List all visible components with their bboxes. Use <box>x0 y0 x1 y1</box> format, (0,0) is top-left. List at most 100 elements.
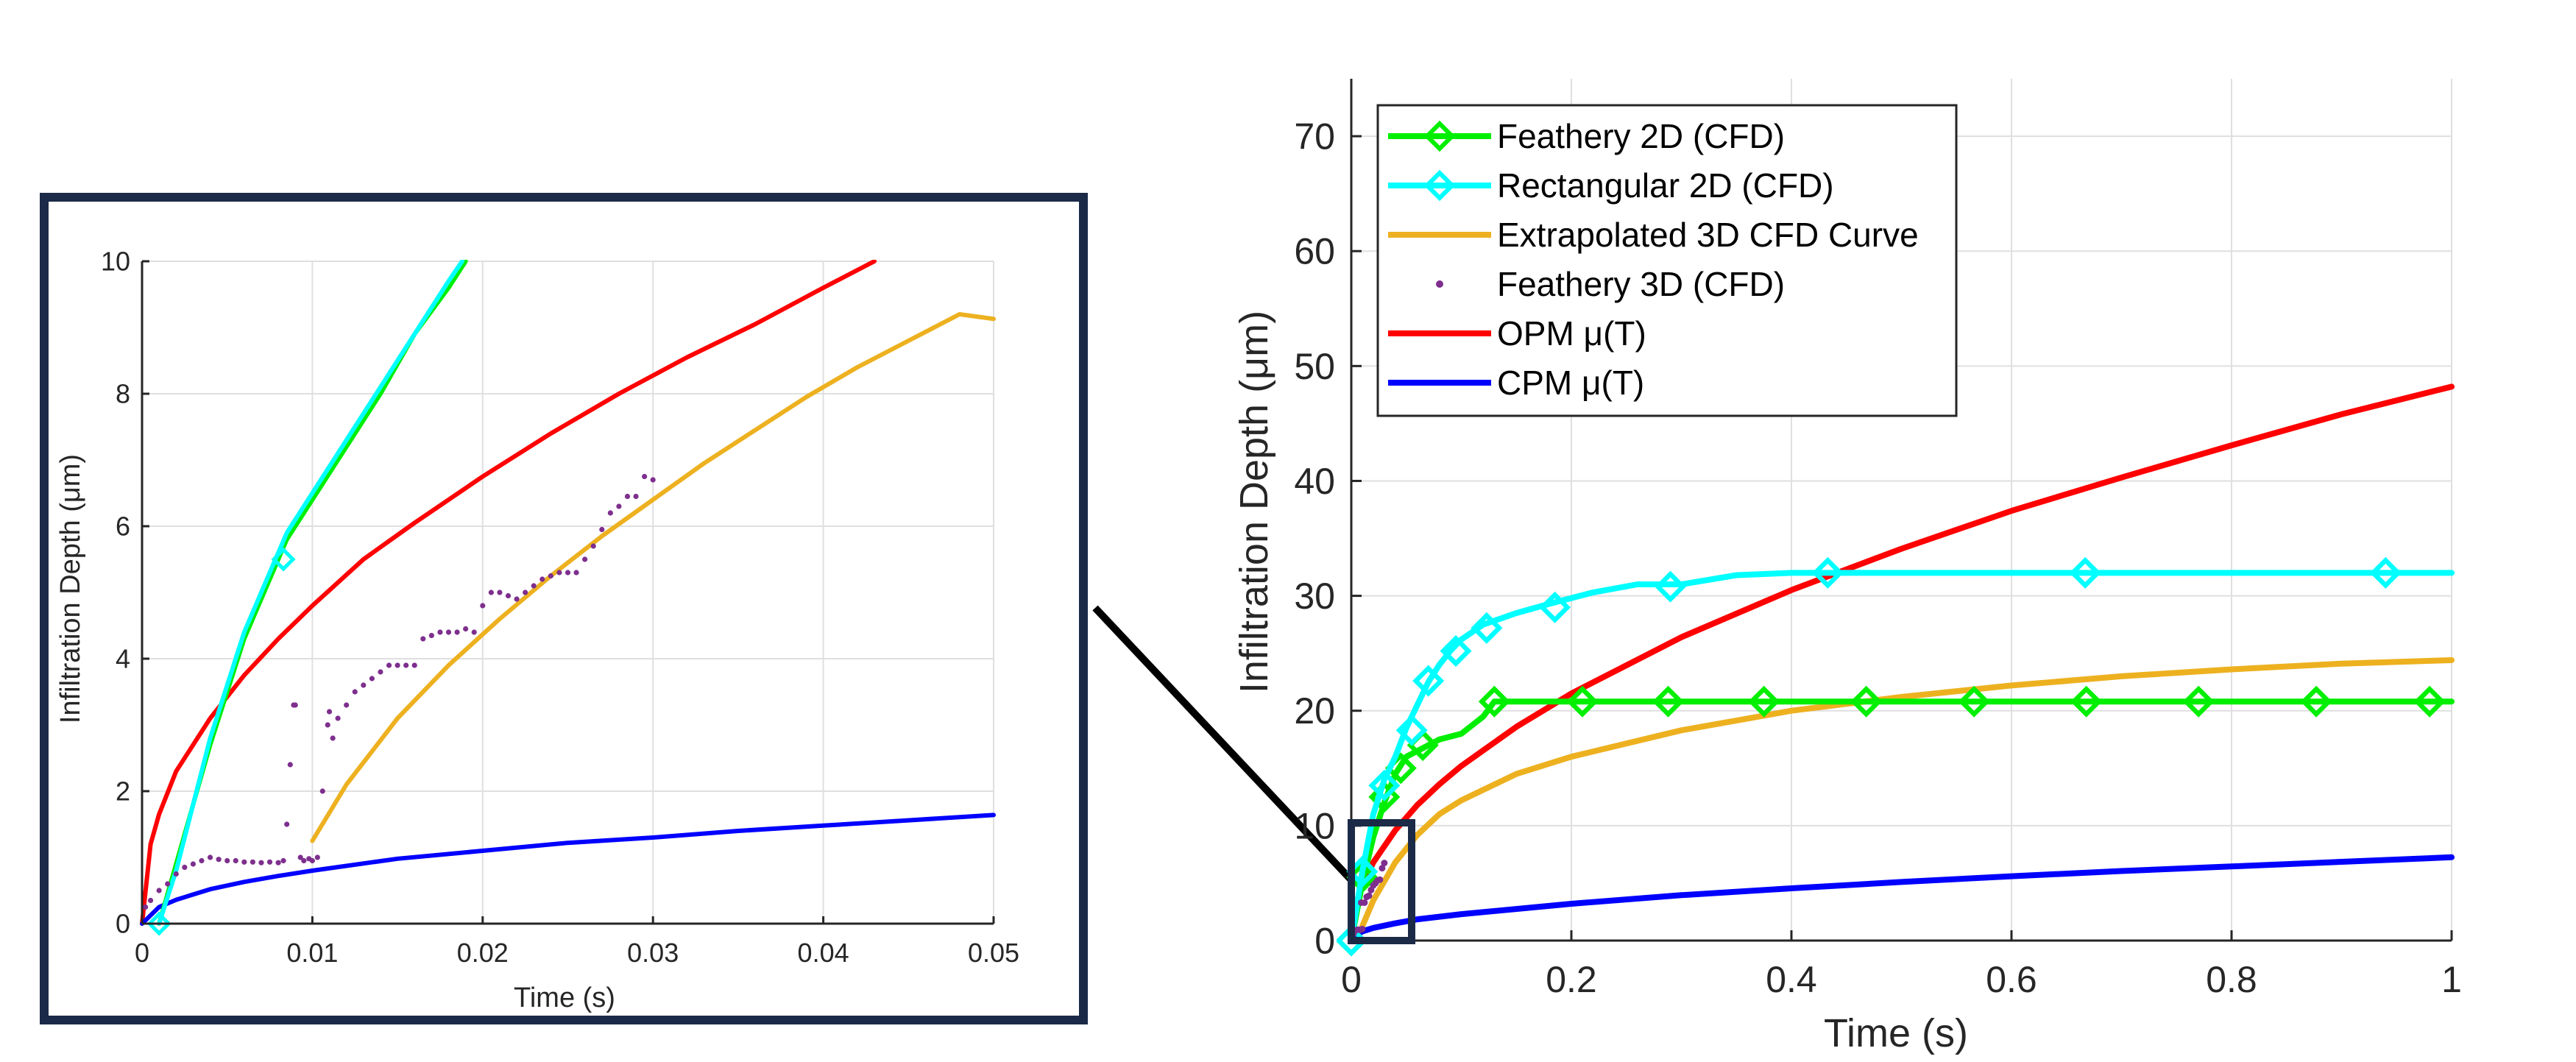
main-marker-rectangular-2d-cfd <box>2069 556 2101 589</box>
legend-label: CPM μ(T) <box>1497 364 1644 402</box>
main-x-tick-label: 0 <box>1341 959 1362 1000</box>
legend-entry: Feathery 3D (CFD) <box>1436 265 1785 303</box>
legend-label: Feathery 2D (CFD) <box>1497 117 1785 155</box>
legend-entry: CPM μ(T) <box>1388 364 1644 402</box>
legend-swatch-marker <box>1423 169 1456 202</box>
legend-swatch <box>1436 280 1443 288</box>
inset-point-feathery-3d-cfd <box>250 859 256 865</box>
inset-point-feathery-3d-cfd <box>642 473 648 480</box>
inset-point-feathery-3d-cfd <box>624 493 631 500</box>
inset-point-feathery-3d-cfd <box>590 543 596 549</box>
main-y-tick-label: 50 <box>1294 346 1335 387</box>
legend-entry: OPM μ(T) <box>1388 314 1646 353</box>
main-marker-rectangular-2d-cfd <box>1440 635 1472 668</box>
inset-point-feathery-3d-cfd <box>411 662 417 668</box>
inset-point-feathery-3d-cfd <box>352 689 358 695</box>
main-marker-rectangular-2d-cfd <box>1471 612 1503 644</box>
main-y-tick-label: 70 <box>1294 116 1335 157</box>
inset-x-tick-label: 0.04 <box>798 938 849 968</box>
inset-point-feathery-3d-cfd <box>258 860 264 865</box>
inset-point-feathery-3d-cfd <box>156 888 162 893</box>
inset-point-feathery-3d-cfd <box>394 662 400 668</box>
inset-point-feathery-3d-cfd <box>280 857 286 864</box>
inset-point-feathery-3d-cfd <box>207 854 213 860</box>
inset-x-tick-label: 0 <box>135 938 149 968</box>
main-marker-rectangular-2d-cfd <box>1368 769 1401 801</box>
inset-y-tick-label: 8 <box>116 379 130 409</box>
inset-x-tick-label: 0.05 <box>968 938 1019 968</box>
main-marker-rectangular-2d-cfd <box>1412 665 1445 697</box>
inset-y-tick-label: 10 <box>101 247 130 277</box>
inset-point-feathery-3d-cfd <box>275 860 281 865</box>
inset-point-feathery-3d-cfd <box>292 702 298 708</box>
inset-point-feathery-3d-cfd <box>403 662 409 668</box>
main-y-tick-label: 40 <box>1294 461 1335 502</box>
main-x-tick-label: 0.8 <box>2206 959 2257 1000</box>
inset-point-feathery-3d-cfd <box>325 722 330 728</box>
inset-point-feathery-3d-cfd <box>463 626 469 632</box>
inset-point-feathery-3d-cfd <box>599 526 605 533</box>
inset-point-feathery-3d-cfd <box>650 477 656 483</box>
main-line-rectangular-2d-cfd <box>1348 570 2455 944</box>
inset-point-feathery-3d-cfd <box>616 503 622 509</box>
inset-line-rectangular-2d-cfd <box>157 260 464 926</box>
inset-point-feathery-3d-cfd <box>319 788 325 794</box>
main-marker-feathery-2d-cfd <box>1850 685 1883 718</box>
main-point-feathery-3d-cfd <box>1381 860 1388 867</box>
main-marker-feathery-2d-cfd <box>1652 685 1685 718</box>
main-y-tick-label: 20 <box>1294 690 1335 732</box>
inset-point-feathery-3d-cfd <box>326 709 333 715</box>
inset-y-tick-label: 2 <box>116 776 130 807</box>
inset-point-feathery-3d-cfd <box>454 629 460 635</box>
inset-point-feathery-3d-cfd <box>335 715 341 721</box>
main-point-feathery-3d-cfd <box>1376 876 1384 883</box>
inset-y-tick-label: 4 <box>116 644 130 674</box>
inset-point-feathery-3d-cfd <box>314 854 320 860</box>
inset-axes: 0 0.01 0.02 0.03 0.04 0.05 0 2 4 6 8 10 <box>101 247 1019 968</box>
inset-point-feathery-3d-cfd <box>556 570 562 576</box>
inset-point-feathery-3d-cfd <box>565 570 571 576</box>
inset-x-tick-label: 0.01 <box>286 938 338 968</box>
inset-point-feathery-3d-cfd <box>143 904 149 910</box>
inset-point-feathery-3d-cfd <box>488 590 494 595</box>
legend-label: Extrapolated 3D CFD Curve <box>1497 216 1919 254</box>
inset-point-feathery-3d-cfd <box>548 573 553 579</box>
inset-x-axis-label: Time (s) <box>514 983 615 1013</box>
main-marker-feathery-2d-cfd <box>2182 685 2215 718</box>
inset-point-feathery-3d-cfd <box>471 629 477 635</box>
inset-point-feathery-3d-cfd <box>287 762 293 768</box>
inset-grid <box>141 261 994 924</box>
inset-point-feathery-3d-cfd <box>266 859 273 865</box>
inset-point-feathery-3d-cfd <box>369 676 375 682</box>
inset-point-feathery-3d-cfd <box>216 857 222 863</box>
main-y-tick-label: 0 <box>1314 921 1335 962</box>
legend-label: OPM μ(T) <box>1497 314 1646 353</box>
main-x-tick-label: 0.2 <box>1546 959 1597 1000</box>
inset-point-feathery-3d-cfd <box>165 881 171 887</box>
inset-point-feathery-3d-cfd <box>480 603 486 609</box>
main-point-feathery-3d-cfd <box>1379 865 1386 872</box>
main-point-feathery-3d-cfd <box>1361 899 1368 906</box>
inset-point-feathery-3d-cfd <box>607 510 613 516</box>
legend-entry: Feathery 2D (CFD) <box>1388 117 1785 155</box>
inset-line-cpm-t <box>140 813 996 926</box>
main-y-axis-label: Infiltration Depth (μm) <box>1232 311 1276 693</box>
legend: Feathery 2D (CFD) Rectangular 2D (CFD) Ext… <box>1376 104 1958 417</box>
main-line-cpm-t <box>1348 854 2455 944</box>
inset-y-tick-label: 6 <box>116 511 130 542</box>
inset-line-extrapolated-3d-cfd-curve <box>310 312 996 843</box>
inset-point-feathery-3d-cfd <box>523 590 528 595</box>
main-x-axis-label: Time (s) <box>1824 1011 1968 1055</box>
main-y-tick-label: 30 <box>1294 576 1335 617</box>
legend-box <box>1376 104 1958 417</box>
inset-series <box>140 260 996 936</box>
inset-point-feathery-3d-cfd <box>309 857 315 864</box>
legend-label: Feathery 3D (CFD) <box>1497 265 1785 303</box>
inset-frame <box>40 193 1088 1024</box>
inset-point-feathery-3d-cfd <box>224 857 230 864</box>
main-marker-feathery-2d-cfd <box>1748 685 1780 718</box>
main-x-tick-label: 0.6 <box>1986 959 2037 1000</box>
